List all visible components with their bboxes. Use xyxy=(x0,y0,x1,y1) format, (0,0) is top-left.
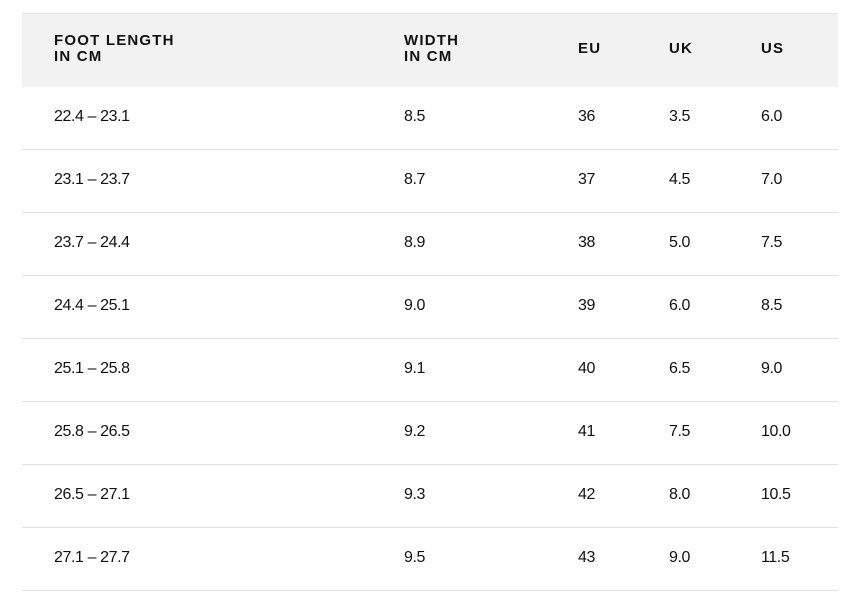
cell: 8.9 xyxy=(404,234,426,251)
cell: 8.5 xyxy=(761,297,783,314)
cell: 6.0 xyxy=(761,108,783,125)
row-divider xyxy=(22,275,838,276)
cell: 27.1 – 27.7 xyxy=(54,549,130,566)
cell: 37 xyxy=(578,171,595,188)
cell: 9.1 xyxy=(404,360,426,377)
column-header: WIDTH xyxy=(404,32,460,49)
cell: 41 xyxy=(578,423,595,440)
cell: 43 xyxy=(578,549,595,566)
cell: 9.0 xyxy=(761,360,783,377)
cell: 7.5 xyxy=(669,423,691,440)
cell: 9.5 xyxy=(404,549,426,566)
row-divider xyxy=(22,401,838,402)
cell: 9.0 xyxy=(404,297,426,314)
cell: 10.0 xyxy=(761,423,791,440)
cell: 24.4 – 25.1 xyxy=(54,297,130,314)
cell: 40 xyxy=(578,360,595,377)
row-divider xyxy=(22,464,838,465)
column-header: IN CM xyxy=(404,48,453,65)
column-header: UK xyxy=(669,40,694,57)
cell: 26.5 – 27.1 xyxy=(54,486,130,503)
cell: 42 xyxy=(578,486,595,503)
cell: 4.5 xyxy=(669,171,691,188)
column-header: US xyxy=(761,40,785,57)
cell: 3.5 xyxy=(669,108,691,125)
cell: 38 xyxy=(578,234,595,251)
cell: 23.1 – 23.7 xyxy=(54,171,130,188)
cell: 8.5 xyxy=(404,108,426,125)
cell: 10.5 xyxy=(761,486,791,503)
cell: 6.5 xyxy=(669,360,691,377)
cell: 8.7 xyxy=(404,171,426,188)
column-header: EU xyxy=(578,40,602,57)
cell: 7.0 xyxy=(761,171,783,188)
cell: 11.5 xyxy=(761,549,790,566)
column-header: IN CM xyxy=(54,48,103,65)
row-divider xyxy=(22,527,838,528)
row-divider xyxy=(22,338,838,339)
row-divider xyxy=(22,149,838,150)
header-background xyxy=(22,13,838,87)
cell: 25.1 – 25.8 xyxy=(54,360,130,377)
cell: 23.7 – 24.4 xyxy=(54,234,130,251)
cell: 9.3 xyxy=(404,486,426,503)
cell: 39 xyxy=(578,297,595,314)
row-divider xyxy=(22,212,838,213)
cell: 25.8 – 26.5 xyxy=(54,423,130,440)
cell: 22.4 – 23.1 xyxy=(54,108,130,125)
cell: 6.0 xyxy=(669,297,691,314)
cell: 9.0 xyxy=(669,549,691,566)
cell: 8.0 xyxy=(669,486,691,503)
row-divider xyxy=(22,590,838,591)
cell: 5.0 xyxy=(669,234,691,251)
cell: 9.2 xyxy=(404,423,426,440)
column-header: FOOT LENGTH xyxy=(54,32,175,49)
cell: 7.5 xyxy=(761,234,783,251)
cell: 36 xyxy=(578,108,595,125)
